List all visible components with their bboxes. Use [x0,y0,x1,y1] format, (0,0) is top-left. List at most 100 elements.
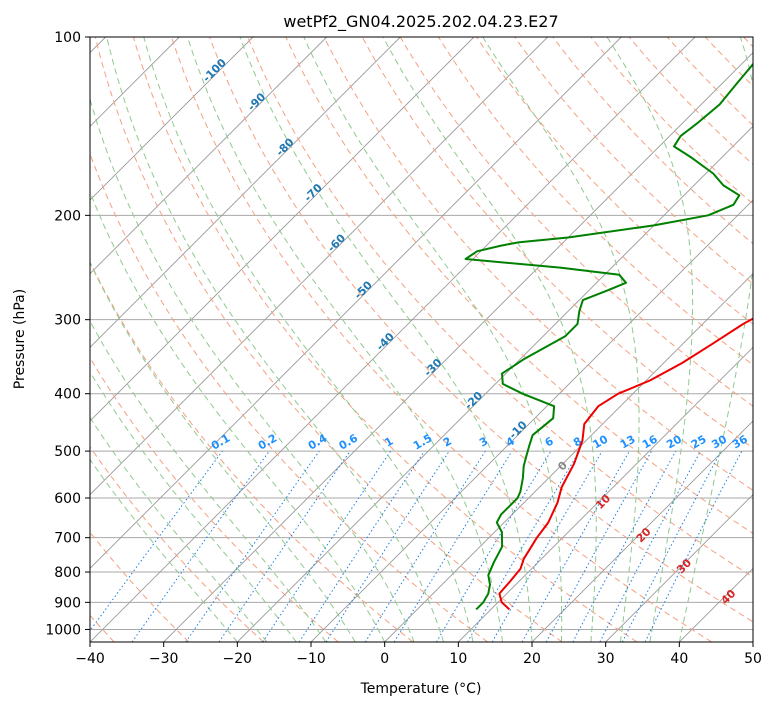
isotherm-label: -100 [200,56,229,85]
moist-adiabat [106,37,445,642]
mixing-ratio-label: 0.4 [306,431,330,452]
moist-adiabat [90,458,238,642]
mixing-ratio-line [262,450,392,642]
mixing-ratio-label: 10 [591,432,611,451]
dry-adiabat-label: 40 [718,587,738,607]
mixing-ratio-label: 25 [689,433,709,452]
mixing-ratio-line [572,450,677,642]
dry-adiabat [94,37,563,642]
y-axis-ticks: 100 200 300 400 500 600 700 800 900 1000 [45,30,90,638]
y-tick-label: 400 [54,387,81,403]
mixing-ratio-line [90,450,223,632]
mixing-ratio-line [131,450,270,642]
moist-adiabat [90,190,386,642]
isotherm-line [90,37,548,496]
x-tick-label: 20 [523,651,541,667]
y-tick-label: 600 [54,491,81,507]
mixing-ratio-line [644,450,743,642]
isotherm-line [384,273,753,642]
chart-title: wetPf2_GN04.2025.202.04.23.E27 [283,12,558,32]
dry-adiabat [437,37,753,366]
dry-adiabat [476,37,753,325]
dry-adiabat [552,37,753,245]
isotherm-label: -20 [462,389,485,412]
moist-adiabat [187,37,503,642]
mixing-ratio-line [298,450,425,642]
moist-adiabat [239,37,533,642]
isotherm-line [90,37,696,642]
x-tick-label: 40 [670,651,688,667]
isotherm-line [90,37,401,348]
moist-adiabat [90,370,297,642]
mixing-ratio-label: 16 [640,432,660,451]
dry-adiabat [704,37,753,87]
moist-adiabat [90,416,268,642]
isotherm-line [163,52,753,642]
mixing-ratio-label: 3 [477,435,490,450]
x-axis-ticks: −40 −30 −20 −10 0 10 20 30 40 50 [75,642,762,667]
x-tick-label: 30 [597,651,615,667]
pressure-grid [90,37,753,630]
y-tick-label: 100 [54,30,81,46]
mixing-ratio-label: 2 [441,435,454,450]
sounding-series [464,62,753,611]
dry-adiabat-label: 0 [555,458,570,473]
dry-adiabat [323,37,753,491]
dry-adiabat [247,37,753,578]
mixing-ratio-lines [90,450,743,642]
x-tick-label: 50 [744,651,762,667]
mixing-ratio-line [545,450,653,642]
mixing-ratio-line [364,450,486,642]
dewpoint-line [464,62,753,611]
x-axis-label: Temperature (°C) [360,681,482,697]
y-tick-label: 800 [54,565,81,581]
isotherm-label: -80 [273,135,296,158]
dry-adiabat-label: 30 [674,556,694,576]
temperature-line [498,317,753,611]
mixing-ratio-line [325,450,450,642]
x-tick-label: −10 [296,651,326,667]
isotherm-line [90,37,327,275]
dry-adiabat [209,37,753,623]
x-tick-label: −20 [223,651,253,667]
moist-adiabat [382,37,597,642]
dry-adiabat [743,37,753,48]
y-tick-label: 500 [54,444,81,460]
x-tick-label: 0 [380,651,389,667]
isotherm-line [458,346,753,642]
skewed-isotherms [90,37,753,642]
y-tick-label: 1000 [45,622,81,638]
dry-adiabat [666,37,753,126]
moist-adiabat [482,37,640,642]
isotherm-label: -60 [325,231,348,254]
isotherm-label: -90 [245,90,268,113]
mixing-ratio-label: 1.5 [411,432,434,453]
isotherm-line [90,37,254,201]
mixing-ratio-label: 0.1 [209,432,232,453]
mixing-ratio-line [393,450,513,642]
dry-adiabat [514,37,753,285]
mixing-ratio-label: 6 [543,434,556,449]
isotherm-line [90,37,475,422]
isotherm-label: -50 [352,278,375,301]
moist-adiabat [303,37,563,642]
mixing-ratio-line [521,450,630,642]
moist-adiabat [90,320,327,642]
moist-adiabat [678,37,753,642]
mixing-ratio-label: 1 [382,435,395,450]
dry-adiabat [90,260,414,642]
x-tick-label: −30 [149,651,179,667]
isotherm-line [90,37,622,569]
x-tick-label: −40 [75,651,105,667]
moist-adiabat [606,37,694,642]
dry-adiabat [90,152,488,642]
moist-adiabat [90,261,356,642]
y-tick-label: 700 [54,531,81,547]
y-axis-label: Pressure (hPa) [12,289,28,389]
dry-adiabat [132,37,638,642]
mixing-ratio-line [218,450,351,642]
y-tick-label: 200 [54,208,81,224]
dry-adiabat [171,37,712,642]
isotherm-line [531,420,753,642]
